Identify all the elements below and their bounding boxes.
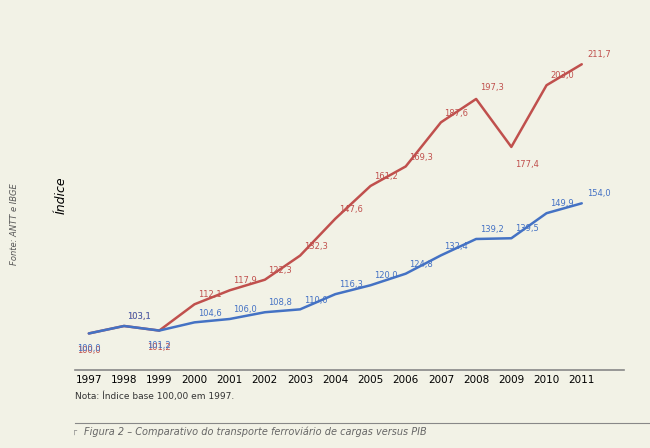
Text: 117,9: 117,9 (233, 276, 257, 285)
Text: 122,3: 122,3 (268, 266, 292, 275)
Text: Figura 2 – Comparativo do transporte ferroviário de cargas versus PIB: Figura 2 – Comparativo do transporte fer… (84, 426, 427, 436)
Text: 100,0: 100,0 (77, 344, 101, 353)
Text: 101,2: 101,2 (148, 343, 171, 352)
Text: 120,0: 120,0 (374, 271, 398, 280)
Text: 211,7: 211,7 (587, 51, 611, 60)
Text: ┌: ┌ (72, 426, 77, 435)
Text: 124,8: 124,8 (410, 260, 433, 269)
Text: 132,4: 132,4 (445, 241, 468, 250)
Text: 132,3: 132,3 (304, 242, 328, 251)
Text: 149,9: 149,9 (550, 199, 574, 208)
Text: 139,2: 139,2 (480, 225, 503, 234)
Text: 104,6: 104,6 (198, 309, 222, 318)
Text: 110,0: 110,0 (304, 296, 327, 305)
Text: 197,3: 197,3 (480, 83, 504, 92)
Text: 103,1: 103,1 (127, 312, 151, 321)
Text: 112,1: 112,1 (198, 290, 222, 299)
Text: Fonte: ANTT e IBGE: Fonte: ANTT e IBGE (10, 183, 19, 265)
Text: 169,3: 169,3 (410, 153, 433, 162)
Text: 147,6: 147,6 (339, 205, 363, 214)
Text: 139,5: 139,5 (515, 224, 539, 233)
Text: 106,0: 106,0 (233, 305, 257, 314)
Text: 100,0: 100,0 (77, 346, 101, 355)
Text: 187,6: 187,6 (445, 108, 469, 117)
Text: 203,0: 203,0 (550, 71, 574, 80)
Y-axis label: Índice: Índice (55, 176, 68, 214)
Text: 101,2: 101,2 (148, 341, 171, 350)
Text: 108,8: 108,8 (268, 298, 292, 307)
Text: 177,4: 177,4 (515, 159, 539, 168)
Text: 103,1: 103,1 (127, 312, 151, 321)
Text: 154,0: 154,0 (587, 190, 610, 198)
Text: 116,3: 116,3 (339, 280, 363, 289)
Text: 161,2: 161,2 (374, 172, 398, 181)
Text: Nota: Índice base 100,00 em 1997.: Nota: Índice base 100,00 em 1997. (75, 391, 234, 401)
